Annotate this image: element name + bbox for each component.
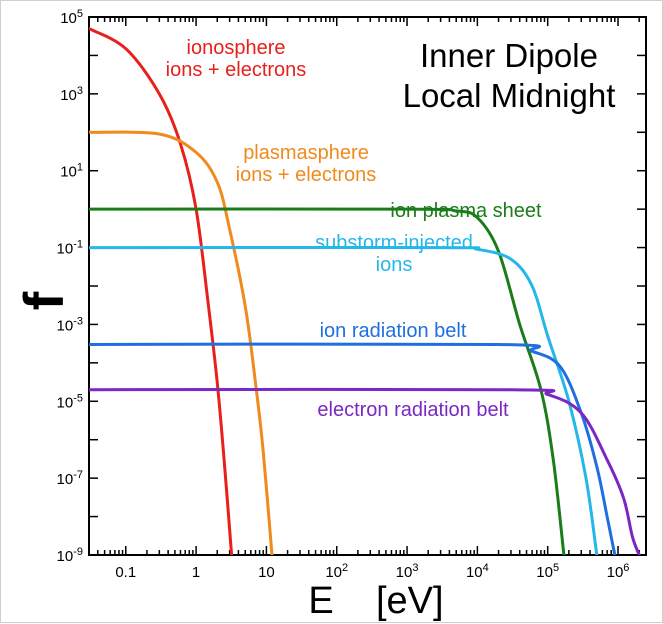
- tick-labels: 0.1 1 10 102 103 104 105 106 10-9 10-7 10-5 10-3 10-…: [57, 8, 630, 581]
- y-axis-label: f: [12, 291, 75, 310]
- series-label-3: ions: [376, 254, 413, 276]
- series-label-0: ionosphere: [187, 37, 286, 59]
- y-tick-label: 10-7: [57, 469, 83, 488]
- x-tick-label: 10: [258, 564, 275, 581]
- chart-title-line-2: Local Midnight: [403, 77, 616, 114]
- x-tick-label: 104: [466, 562, 489, 581]
- y-tick-label: 10-9: [57, 546, 83, 565]
- y-tick-label: 10-1: [57, 239, 83, 258]
- x-tick-label: 105: [536, 562, 559, 581]
- series-label-3: substorm-injected: [315, 232, 473, 254]
- y-tick-label: 103: [60, 85, 83, 104]
- series-label-2: ion plasma sheet: [390, 200, 542, 222]
- series-label-1: ions + electrons: [236, 164, 377, 186]
- axis-ticks: [88, 16, 646, 556]
- x-tick-label: 106: [607, 562, 630, 581]
- series-line-4: [89, 342, 617, 555]
- x-tick-label: 0.1: [115, 564, 136, 581]
- x-tick-label: 103: [396, 562, 419, 581]
- series-line-3: [89, 245, 599, 555]
- x-tick-label: 1: [192, 564, 200, 581]
- series-line-1: [89, 130, 274, 555]
- series-label-1: plasmasphere: [243, 142, 369, 164]
- x-tick-label: 102: [325, 562, 348, 581]
- y-tick-label: 105: [60, 8, 83, 27]
- y-tick-label: 101: [60, 162, 83, 181]
- chart-title-line-1: Inner Dipole: [420, 37, 598, 74]
- series-line-2: [89, 207, 566, 555]
- series-label-4: ion radiation belt: [320, 320, 467, 342]
- series-line-5: [89, 387, 641, 555]
- series-label-0: ions + electrons: [166, 59, 307, 81]
- series-label-5: electron radiation belt: [317, 399, 509, 421]
- y-tick-label: 10-3: [57, 315, 83, 334]
- series-line-0: [89, 27, 234, 555]
- x-axis-label: E [eV]: [308, 580, 443, 622]
- y-tick-label: 10-5: [57, 392, 83, 411]
- series-lines: [89, 27, 641, 555]
